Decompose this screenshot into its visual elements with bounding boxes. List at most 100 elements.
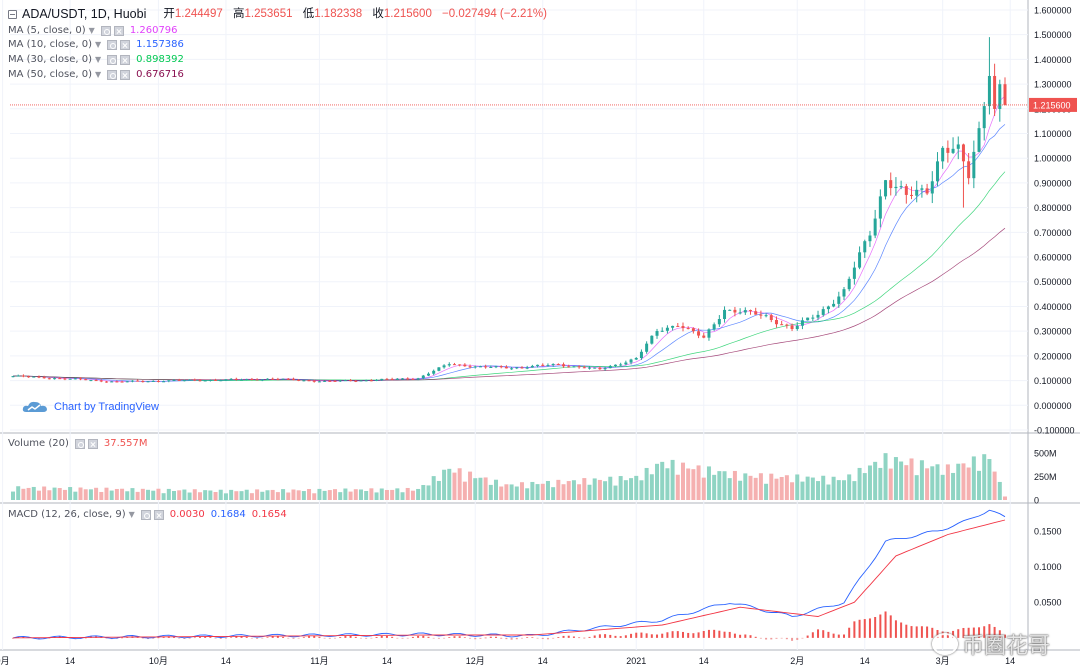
chevron-down-icon[interactable]: ▼ [89, 24, 95, 38]
volume-row[interactable]: Volume (20) 37.557M [8, 437, 148, 451]
macd-histogram-bar [313, 636, 315, 638]
candle-body [141, 381, 144, 382]
macd-histogram-bar [796, 638, 798, 640]
macd-histogram-bar [516, 638, 518, 639]
volume-bar [904, 465, 908, 500]
ma30-row[interactable]: MA (30, close, 0) ▼ 0.898392 [8, 53, 184, 67]
macd-histogram-bar [625, 635, 627, 638]
candle-body [905, 186, 908, 195]
macd-tick-label: 0.0500 [1034, 598, 1062, 608]
watermark-text: 币圈花哥 [962, 628, 1050, 660]
volume-bar [11, 492, 15, 500]
volume-bar [982, 454, 986, 500]
signal-line [13, 520, 1005, 638]
ma50-label: MA (50, close, 0) [8, 68, 92, 82]
macd-histogram-bar [911, 626, 913, 638]
ma10-row[interactable]: MA (10, close, 0) ▼ 1.157386 [8, 38, 184, 52]
candle-body [448, 364, 451, 365]
macd-histogram-bar [781, 638, 783, 639]
macd-tick-label: 0.1500 [1034, 526, 1062, 536]
volume-bar [634, 476, 638, 500]
candle-body [458, 364, 461, 365]
close-icon[interactable] [120, 40, 130, 50]
volume-bar [141, 489, 145, 500]
close-icon[interactable] [120, 55, 130, 65]
candle-body [920, 188, 923, 189]
macd-histogram-bar [900, 622, 902, 637]
volume-bar [707, 466, 711, 500]
macd-histogram-bar [609, 635, 611, 638]
ma50-row[interactable]: MA (50, close, 0) ▼ 0.676716 [8, 68, 184, 82]
volume-bar [639, 480, 643, 500]
candle-body [656, 331, 659, 336]
volume-bar [754, 478, 758, 500]
volume-bar [302, 491, 306, 500]
time-tick-label: 12月 [466, 656, 485, 666]
settings-icon[interactable] [101, 26, 111, 36]
candle-body [759, 315, 762, 316]
volume-bar [551, 487, 555, 500]
candle-body [583, 367, 586, 368]
chevron-down-icon[interactable]: ▼ [95, 68, 101, 82]
volume-bar [68, 487, 72, 500]
chevron-down-icon[interactable]: ▼ [95, 53, 101, 67]
volume-bar [214, 492, 218, 500]
macd-histogram-bar [360, 638, 362, 639]
time-tick-label: 14 [699, 656, 709, 666]
settings-icon[interactable] [107, 55, 117, 65]
candle-body [676, 326, 679, 327]
close-value: 1.215600 [384, 8, 432, 20]
macd-histogram-bar [833, 634, 835, 638]
volume-bar [842, 480, 846, 500]
chevron-down-icon[interactable]: ▼ [129, 508, 135, 522]
macd-signal-value: 0.1654 [252, 508, 287, 522]
candle-body [972, 152, 975, 178]
volume-bar [265, 490, 269, 500]
close-icon[interactable] [88, 439, 98, 449]
macd-histogram-bar [334, 638, 336, 639]
macd-histogram-bar [890, 615, 892, 637]
candle-body [733, 310, 736, 313]
macd-histogram-bar [630, 634, 632, 638]
ma30-label: MA (30, close, 0) [8, 53, 92, 67]
candle-body [853, 268, 856, 279]
volume-bar [686, 468, 690, 500]
volume-bar [63, 490, 67, 500]
macd-histogram-bar [194, 637, 196, 638]
candle-body [765, 315, 768, 316]
candle-body [837, 297, 840, 304]
candle-body [188, 380, 191, 381]
candle-body [609, 366, 612, 368]
macd-row[interactable]: MACD (12, 26, close, 9) ▼ 0.0030 0.1684 … [8, 508, 287, 522]
volume-bar [738, 481, 742, 500]
settings-icon[interactable] [75, 439, 85, 449]
ma5-row[interactable]: MA (5, close, 0) ▼ 1.260796 [8, 24, 178, 38]
volume-bar [271, 490, 275, 500]
tradingview-credit[interactable]: Chart by TradingView [22, 400, 159, 414]
watermark: 币圈花哥 [932, 628, 1050, 660]
volume-bar [660, 462, 664, 500]
macd-histogram-bar [640, 633, 642, 638]
volume-bar [723, 471, 727, 500]
volume-bar [426, 485, 430, 500]
collapse-icon[interactable] [8, 10, 17, 19]
volume-bar [967, 468, 971, 500]
settings-icon[interactable] [141, 510, 151, 520]
settings-icon[interactable] [107, 70, 117, 80]
macd-histogram-bar [703, 631, 705, 638]
close-icon[interactable] [154, 510, 164, 520]
candle-body [370, 380, 373, 381]
settings-icon[interactable] [107, 40, 117, 50]
close-icon[interactable] [114, 26, 124, 36]
macd-histogram-bar [350, 636, 352, 638]
close-icon[interactable] [120, 70, 130, 80]
chevron-down-icon[interactable]: ▼ [95, 38, 101, 52]
macd-histogram-bar [718, 631, 720, 638]
volume-bar [759, 473, 763, 500]
macd-histogram-bar [370, 638, 372, 639]
volume-bar [629, 478, 633, 500]
candle-body [526, 368, 529, 369]
candle-body [79, 378, 82, 379]
volume-bar [411, 491, 415, 500]
